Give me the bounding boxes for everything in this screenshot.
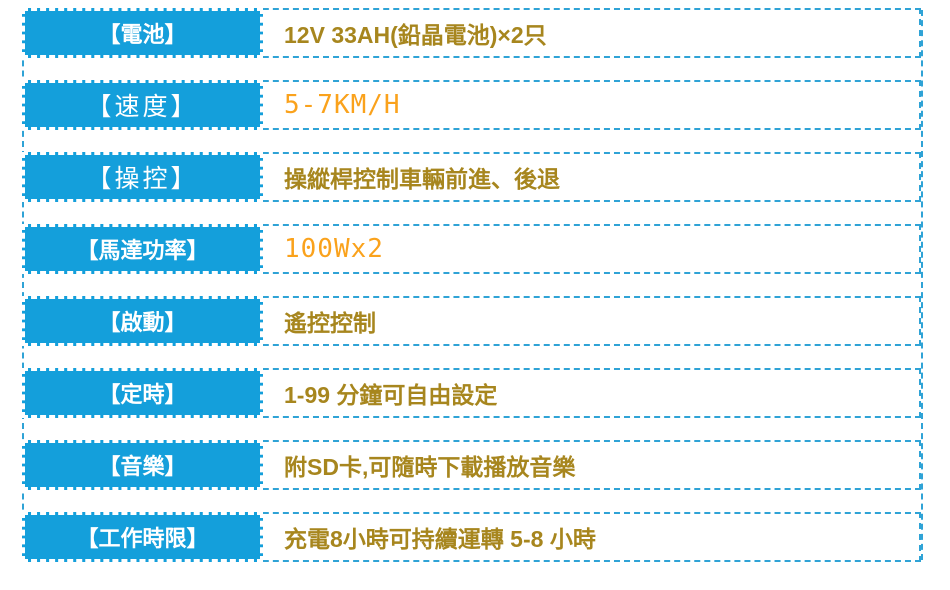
spec-row-control: 【操控】 操縱桿控制車輛前進、後退	[22, 152, 921, 202]
spec-value-cell: 充電8小時可持續運轉 5-8 小時	[263, 514, 919, 560]
spec-value-cell: 附SD卡,可隨時下載播放音樂	[263, 442, 919, 488]
spec-value: 100Wx2	[284, 234, 384, 264]
spec-value-cell: 操縱桿控制車輛前進、後退	[263, 154, 919, 200]
right-dashed-edge	[921, 10, 923, 560]
spec-label: 【工作時限】	[76, 526, 209, 551]
spec-value-cell: 100Wx2	[263, 226, 919, 272]
spec-row-motor-power: 【馬達功率】 100Wx2	[22, 224, 921, 274]
spec-row-speed: 【速度】 5-7KM/H	[22, 80, 921, 130]
spec-row-working-time: 【工作時限】 充電8小時可持續運轉 5-8 小時	[22, 512, 921, 562]
spec-value: 附SD卡,可隨時下載播放音樂	[284, 454, 576, 480]
left-dashed-edge	[22, 10, 24, 560]
spec-row-battery: 【電池】 12V 33AH(鉛晶電池)×2只	[22, 8, 921, 58]
spec-label: 【定時】	[98, 382, 187, 407]
spec-row-timer: 【定時】 1-99 分鐘可自由設定	[22, 368, 921, 418]
spec-value-cell: 遙控控制	[263, 298, 919, 344]
spec-row-music: 【音樂】 附SD卡,可隨時下載播放音樂	[22, 440, 921, 490]
spec-row-start: 【啟動】 遙控控制	[22, 296, 921, 346]
spec-label-cell: 【啟動】	[22, 296, 263, 346]
spec-value: 充電8小時可持續運轉 5-8 小時	[284, 526, 596, 552]
spec-value-cell: 1-99 分鐘可自由設定	[263, 370, 919, 416]
spec-label: 【馬達功率】	[76, 238, 209, 263]
spec-value: 12V 33AH(鉛晶電池)×2只	[284, 22, 547, 48]
spec-table: 【電池】 12V 33AH(鉛晶電池)×2只 【速度】 5-7KM/H 【操控】…	[22, 8, 923, 562]
spec-value: 1-99 分鐘可自由設定	[284, 382, 498, 408]
spec-value: 5-7KM/H	[284, 90, 401, 120]
spec-value-cell: 5-7KM/H	[263, 82, 919, 128]
spec-label-cell: 【電池】	[22, 8, 263, 58]
spec-label-cell: 【工作時限】	[22, 512, 263, 562]
spec-label: 【電池】	[98, 22, 187, 47]
spec-label-cell: 【音樂】	[22, 440, 263, 490]
spec-label-cell: 【馬達功率】	[22, 224, 263, 274]
spec-value-cell: 12V 33AH(鉛晶電池)×2只	[263, 10, 919, 56]
spec-label: 【速度】	[86, 93, 199, 121]
spec-value: 遙控控制	[284, 310, 376, 336]
spec-label: 【操控】	[86, 165, 199, 193]
spec-label: 【音樂】	[98, 454, 187, 479]
spec-label-cell: 【速度】	[22, 80, 263, 130]
spec-label-cell: 【定時】	[22, 368, 263, 418]
spec-label-cell: 【操控】	[22, 152, 263, 202]
spec-label: 【啟動】	[98, 310, 187, 335]
spec-value: 操縱桿控制車輛前進、後退	[284, 166, 560, 192]
